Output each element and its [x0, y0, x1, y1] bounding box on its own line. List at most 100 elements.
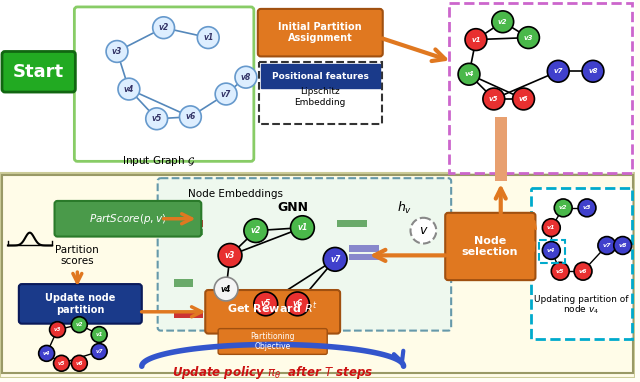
Text: node $v_4$: node $v_4$	[563, 304, 599, 316]
Circle shape	[547, 60, 569, 82]
Bar	[2, 175, 632, 373]
Text: Updating partition of: Updating partition of	[534, 295, 628, 304]
Circle shape	[323, 248, 347, 271]
Bar	[0, 173, 635, 378]
Text: v1: v1	[298, 223, 308, 232]
Text: Initial Partition
Assignment: Initial Partition Assignment	[278, 22, 362, 44]
Text: v7: v7	[603, 243, 611, 248]
Text: v6: v6	[519, 96, 528, 102]
Text: v6: v6	[292, 299, 303, 308]
Text: v4: v4	[547, 248, 556, 253]
Bar	[349, 254, 379, 260]
Circle shape	[554, 199, 572, 217]
Circle shape	[614, 236, 632, 254]
Text: v3: v3	[112, 47, 122, 56]
Text: v4: v4	[124, 84, 134, 94]
Circle shape	[465, 29, 487, 50]
Circle shape	[197, 27, 219, 49]
Circle shape	[578, 199, 596, 217]
Text: v5: v5	[556, 269, 564, 274]
Text: v2: v2	[76, 322, 83, 327]
Bar	[173, 220, 204, 227]
Text: v1: v1	[471, 37, 481, 43]
Bar	[337, 220, 367, 227]
Circle shape	[118, 78, 140, 100]
Circle shape	[244, 219, 268, 243]
Circle shape	[92, 343, 107, 359]
FancyBboxPatch shape	[531, 188, 632, 338]
FancyBboxPatch shape	[260, 64, 380, 88]
Text: v7: v7	[330, 255, 340, 264]
Circle shape	[492, 11, 514, 33]
Text: v7: v7	[221, 89, 231, 99]
Circle shape	[215, 83, 237, 105]
Text: Partitioning
Objective: Partitioning Objective	[250, 332, 295, 351]
Text: v6: v6	[76, 361, 83, 366]
Circle shape	[598, 236, 616, 254]
Text: v5: v5	[260, 299, 271, 308]
Circle shape	[513, 88, 534, 110]
FancyBboxPatch shape	[54, 201, 202, 236]
Text: v8: v8	[618, 243, 627, 248]
FancyBboxPatch shape	[19, 284, 142, 324]
Text: v4: v4	[43, 351, 51, 356]
Circle shape	[542, 219, 560, 236]
Text: Positional features: Positional features	[272, 72, 369, 81]
Text: v8: v8	[588, 68, 598, 74]
FancyBboxPatch shape	[205, 290, 340, 333]
Text: v2: v2	[159, 23, 169, 32]
Circle shape	[574, 262, 592, 280]
Circle shape	[291, 216, 314, 240]
Text: Update node
partition: Update node partition	[45, 293, 115, 315]
Circle shape	[218, 243, 242, 267]
Text: $\mathit{PartScore}(p,v)$: $\mathit{PartScore}(p,v)$	[89, 212, 166, 226]
Circle shape	[582, 60, 604, 82]
Text: v5: v5	[152, 114, 162, 123]
Text: v1: v1	[95, 332, 103, 337]
Circle shape	[285, 292, 309, 316]
Text: v4: v4	[221, 285, 231, 293]
Text: Get Reward $R^t$: Get Reward $R^t$	[227, 300, 318, 316]
Text: $v$: $v$	[419, 224, 428, 237]
Text: v2: v2	[251, 226, 261, 235]
Circle shape	[551, 262, 569, 280]
Text: v1: v1	[203, 33, 213, 42]
Bar	[173, 311, 204, 318]
Text: Partition
scores: Partition scores	[56, 244, 99, 266]
Bar	[173, 229, 204, 235]
Text: v1: v1	[547, 225, 556, 230]
Text: v8: v8	[241, 73, 251, 82]
Text: v3: v3	[54, 327, 61, 332]
Circle shape	[410, 218, 436, 243]
Circle shape	[179, 106, 202, 128]
Text: v2: v2	[559, 206, 568, 210]
Bar	[173, 279, 193, 287]
Bar	[296, 315, 325, 322]
Circle shape	[38, 345, 54, 361]
FancyBboxPatch shape	[449, 3, 632, 173]
Text: v7: v7	[554, 68, 563, 74]
FancyBboxPatch shape	[218, 329, 327, 354]
Text: v3: v3	[524, 35, 533, 40]
Text: Input Graph $\mathcal{G}$: Input Graph $\mathcal{G}$	[122, 154, 195, 168]
Circle shape	[518, 27, 540, 49]
FancyBboxPatch shape	[258, 9, 383, 57]
Circle shape	[106, 40, 128, 62]
Text: v5: v5	[58, 361, 65, 366]
Circle shape	[483, 88, 505, 110]
Text: v3: v3	[225, 251, 235, 260]
Text: v5: v5	[489, 96, 499, 102]
Circle shape	[146, 108, 168, 129]
Circle shape	[92, 327, 107, 343]
FancyBboxPatch shape	[74, 7, 254, 161]
Text: v6: v6	[185, 112, 195, 121]
Bar	[349, 246, 379, 253]
Text: v4: v4	[464, 71, 474, 77]
Circle shape	[458, 63, 480, 85]
Text: v3: v3	[583, 206, 591, 210]
Text: Update policy $\pi_\theta$  after $T$ steps: Update policy $\pi_\theta$ after $T$ ste…	[172, 364, 373, 381]
Text: v2: v2	[498, 19, 508, 25]
Text: v7: v7	[95, 349, 103, 354]
Bar	[0, 0, 635, 173]
Text: Lipschitz
Embedding: Lipschitz Embedding	[294, 87, 346, 107]
